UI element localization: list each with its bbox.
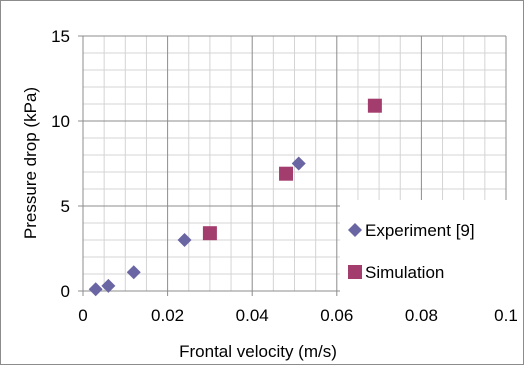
simulation-point	[367, 98, 382, 113]
simulation-point	[279, 166, 294, 181]
legend-marker-square	[348, 265, 362, 279]
legend-marker-diamond	[348, 223, 362, 237]
y-tick-label: 5	[61, 197, 70, 216]
minor-grid	[83, 36, 506, 291]
experiment-point	[88, 282, 103, 297]
experiment-point	[177, 233, 192, 247]
x-tick-label: 0.08	[405, 306, 438, 325]
experiment-point	[101, 278, 116, 293]
x-tick-label: 0.06	[320, 306, 353, 325]
simulation-point	[202, 226, 217, 241]
y-axis-title: Pressure drop (kPa)	[21, 87, 40, 239]
legend: Experiment [9] Simulation	[348, 221, 475, 282]
y-tick-label: 0	[61, 282, 70, 301]
data-points	[88, 98, 382, 297]
legend-item-experiment: Experiment [9]	[348, 221, 475, 240]
x-axis-title: Frontal velocity (m/s)	[179, 342, 337, 361]
x-tick-label: 0	[78, 306, 87, 325]
y-tick-label: 10	[51, 112, 70, 131]
experiment-point	[291, 156, 306, 171]
tick-labels: 0 0.02 0.04 0.06 0.08 0.1 0 5 10 15	[51, 27, 518, 325]
experiment-point	[126, 265, 141, 280]
legend-label: Simulation	[365, 263, 444, 282]
legend-label: Experiment [9]	[365, 221, 475, 240]
y-tick-label: 15	[51, 27, 70, 46]
x-tick-label: 0.1	[494, 306, 518, 325]
legend-background	[340, 200, 520, 300]
x-tick-label: 0.04	[236, 306, 269, 325]
x-tick-label: 0.02	[151, 306, 184, 325]
legend-item-simulation: Simulation	[348, 263, 444, 282]
